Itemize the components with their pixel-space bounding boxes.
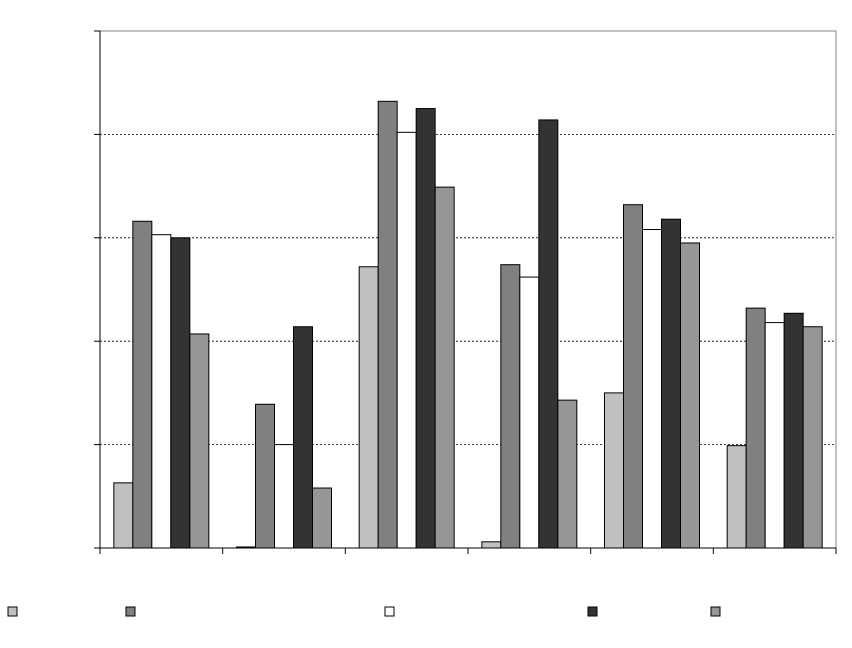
legend-key: [125, 606, 136, 617]
bar: [623, 204, 643, 549]
bar: [274, 444, 294, 549]
bar: [377, 100, 398, 549]
bar: [132, 220, 153, 549]
bar: [538, 119, 559, 549]
bar: [500, 264, 521, 549]
bar: [745, 307, 766, 549]
bar: [604, 392, 624, 549]
bar: [661, 218, 681, 549]
bar: [783, 312, 804, 549]
bar: [642, 229, 662, 549]
plot-frame: [99, 30, 837, 549]
bar: [255, 403, 275, 549]
legend-key: [384, 606, 395, 617]
bar: [170, 237, 191, 549]
bar: [293, 326, 313, 549]
bar: [113, 482, 134, 549]
bar: [680, 242, 700, 549]
bar: [434, 186, 455, 549]
legend-key: [710, 606, 721, 617]
legend-key: [7, 606, 18, 617]
bar: [312, 487, 332, 549]
bar: [396, 131, 417, 549]
bar: [557, 399, 578, 549]
bar: [189, 333, 210, 549]
bar: [764, 322, 785, 549]
bar: [358, 266, 379, 549]
bar: [481, 541, 502, 549]
bar: [151, 234, 172, 549]
bar: [802, 326, 823, 549]
legend-key: [587, 606, 598, 617]
bar: [415, 108, 436, 549]
bar: [519, 276, 540, 549]
bar: [726, 445, 747, 549]
